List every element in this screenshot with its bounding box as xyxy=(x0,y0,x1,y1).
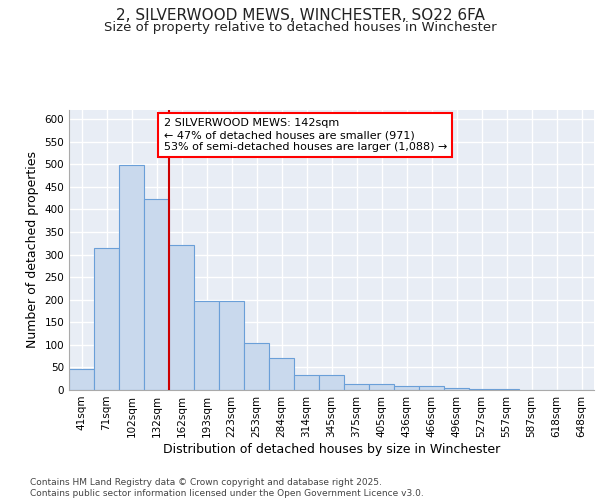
Bar xyxy=(494,389,519,390)
Bar xyxy=(444,388,469,390)
Bar xyxy=(469,388,494,390)
Bar xyxy=(394,386,419,390)
Text: 2, SILVERWOOD MEWS, WINCHESTER, SO22 6FA: 2, SILVERWOOD MEWS, WINCHESTER, SO22 6FA xyxy=(116,8,484,22)
Bar xyxy=(294,375,319,390)
Bar xyxy=(369,384,394,390)
Bar xyxy=(244,342,269,390)
Bar xyxy=(219,302,244,390)
Bar xyxy=(194,302,219,390)
Text: 2 SILVERWOOD MEWS: 142sqm
← 47% of detached houses are smaller (971)
53% of semi: 2 SILVERWOOD MEWS: 142sqm ← 47% of detac… xyxy=(163,118,447,152)
Bar xyxy=(144,198,169,390)
Text: Contains HM Land Registry data © Crown copyright and database right 2025.
Contai: Contains HM Land Registry data © Crown c… xyxy=(30,478,424,498)
X-axis label: Distribution of detached houses by size in Winchester: Distribution of detached houses by size … xyxy=(163,442,500,456)
Bar xyxy=(94,248,119,390)
Text: Size of property relative to detached houses in Winchester: Size of property relative to detached ho… xyxy=(104,21,496,34)
Bar xyxy=(119,165,144,390)
Bar xyxy=(344,384,369,390)
Bar xyxy=(169,246,194,390)
Bar xyxy=(319,375,344,390)
Bar xyxy=(419,386,444,390)
Y-axis label: Number of detached properties: Number of detached properties xyxy=(26,152,39,348)
Bar xyxy=(269,358,294,390)
Bar xyxy=(69,369,94,390)
